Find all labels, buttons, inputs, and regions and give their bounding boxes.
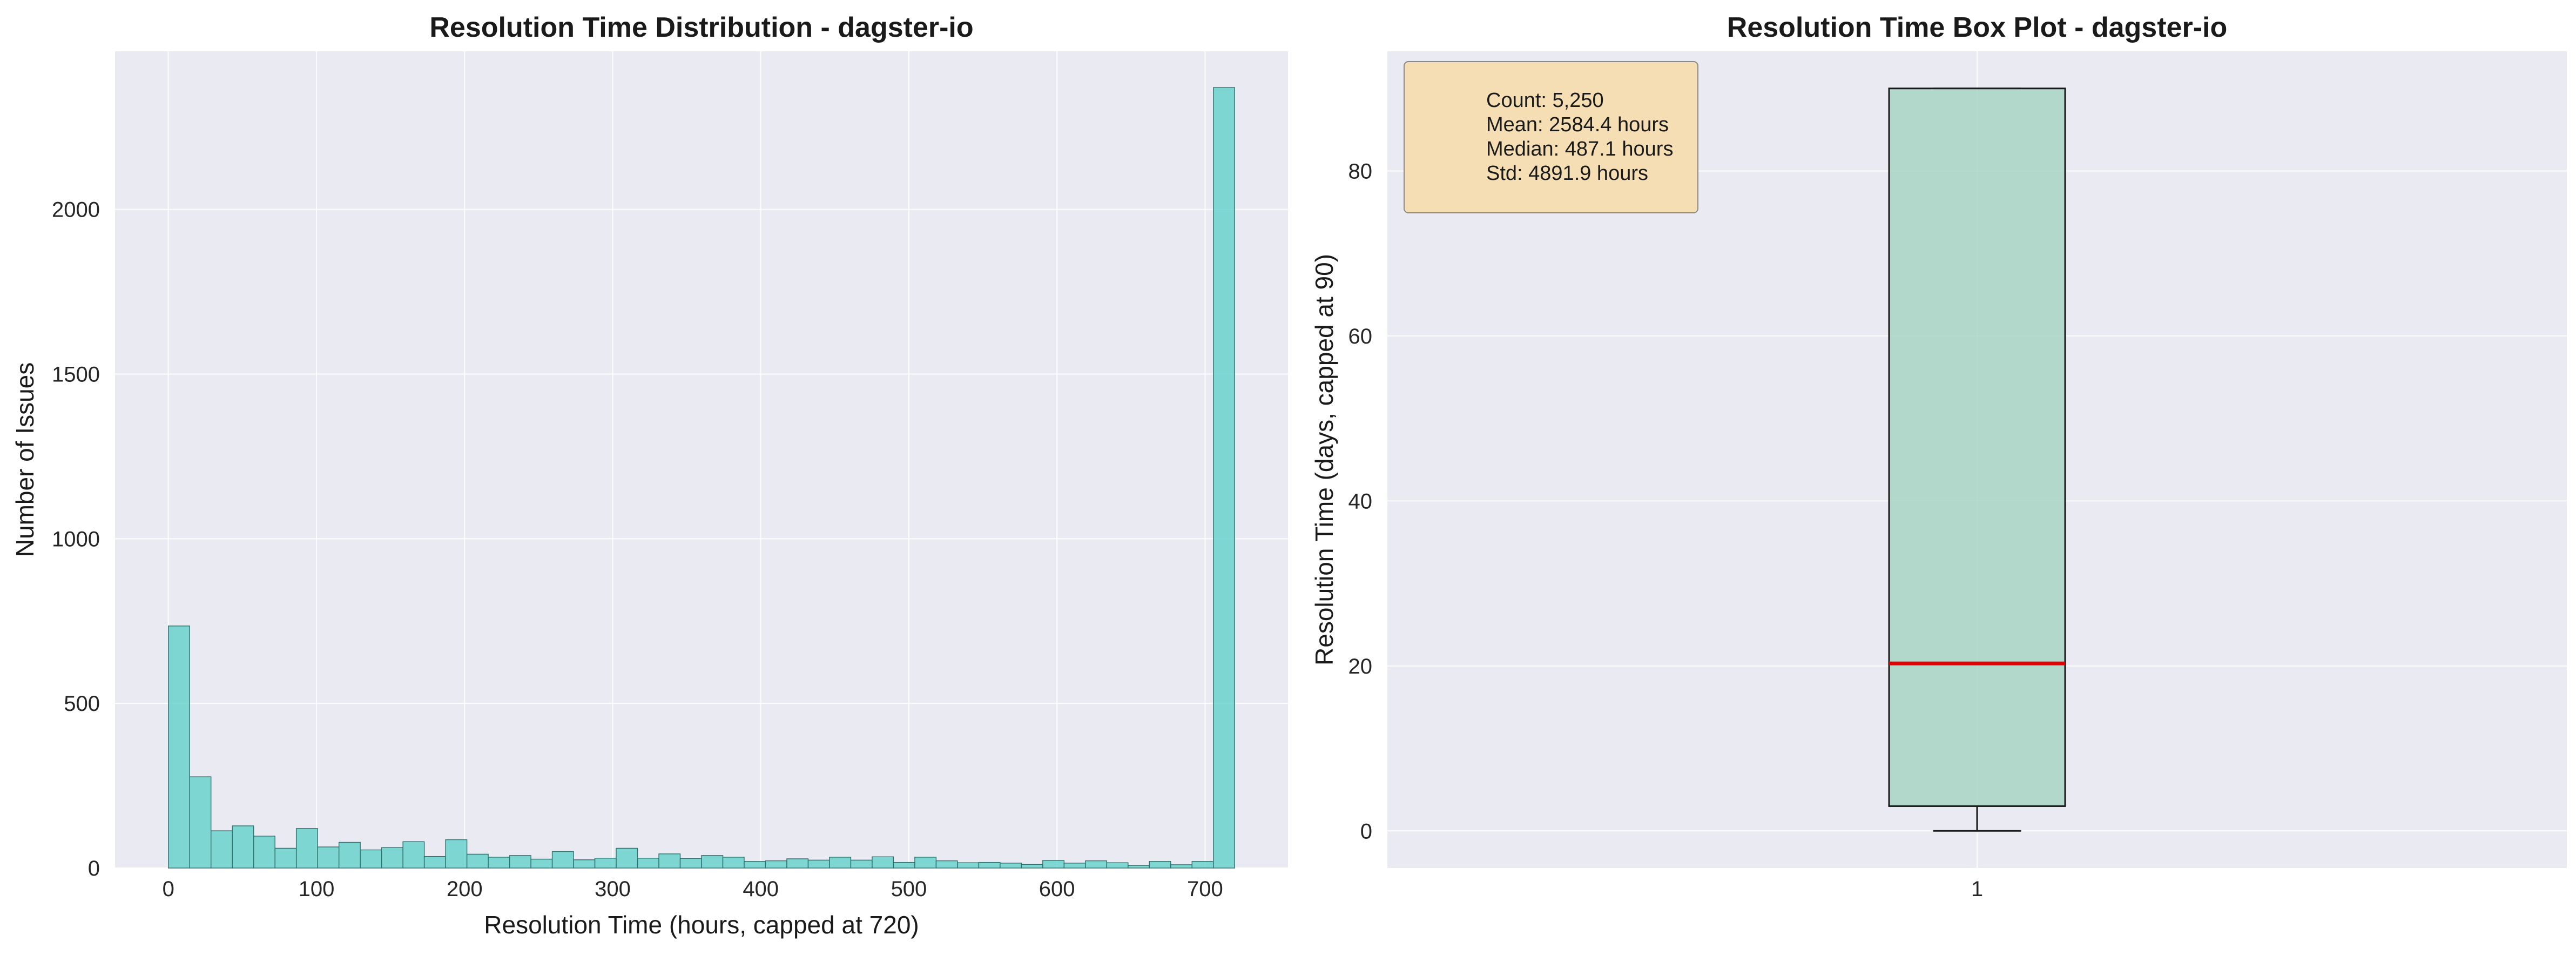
histogram-bar <box>232 825 254 869</box>
histogram-bar <box>872 856 894 869</box>
histogram-x-tick-label: 500 <box>891 877 927 901</box>
histogram-bar <box>701 855 724 869</box>
histogram-bar <box>211 830 233 869</box>
histogram-x-axis-label: Resolution Time (hours, capped at 720) <box>484 911 919 939</box>
boxplot-box <box>1888 88 2066 832</box>
histogram-bar <box>744 861 766 869</box>
histogram-bar <box>765 860 787 869</box>
histogram-x-tick-label: 600 <box>1039 877 1075 901</box>
histogram-bar <box>850 859 873 869</box>
histogram-bar <box>488 857 510 869</box>
boxplot-panel: 0 20 40 60 80 1 Resolution Time Box Plot - d… <box>1310 12 2567 901</box>
histogram-bar <box>914 857 937 869</box>
stats-std: Std: 4891.9 hours <box>1486 162 1648 185</box>
histogram-bar <box>274 848 297 869</box>
boxplot-title: Resolution Time Box Plot - dagster-io <box>1727 12 2227 43</box>
boxplot-x-tick-label: 1 <box>1971 877 1983 901</box>
boxplot-y-tick-label: 0 <box>1360 819 1372 843</box>
histogram-plot-area <box>115 51 1288 868</box>
histogram-bar <box>1191 861 1214 869</box>
histogram-y-tick-label: 0 <box>88 857 100 880</box>
histogram-bar <box>551 851 574 869</box>
histogram-bars <box>168 87 1235 869</box>
stats-box: Count: 5,250 Mean: 2584.4 hours Median: … <box>1404 61 1698 213</box>
histogram-y-tick-label: 1500 <box>52 362 100 386</box>
histogram-bar <box>1170 864 1192 869</box>
histogram-title: Resolution Time Distribution - dagster-i… <box>429 12 973 43</box>
stats-mean: Mean: 2584.4 hours <box>1486 113 1669 136</box>
histogram-bar <box>466 853 489 869</box>
histogram-bar <box>978 862 1001 869</box>
histogram-bar <box>423 856 446 869</box>
histogram-bar <box>253 836 275 869</box>
histogram-bar <box>338 842 361 869</box>
histogram-bar <box>829 857 852 869</box>
boxplot-y-tick-label: 20 <box>1348 655 1373 678</box>
histogram-x-tick-label: 300 <box>595 877 631 901</box>
histogram-bar <box>658 853 681 869</box>
histogram-y-tick-label: 2000 <box>52 198 100 222</box>
histogram-y-ticks: 0 500 1000 1500 2000 <box>52 198 100 880</box>
histogram-y-tick-label: 1000 <box>52 527 100 551</box>
histogram-x-tick-label: 100 <box>299 877 335 901</box>
histogram-bar <box>1149 861 1171 869</box>
stats-count: Count: 5,250 <box>1486 89 1604 112</box>
boxplot-y-axis-label: Resolution Time (days, capped at 90) <box>1310 254 1338 665</box>
boxplot-x-ticks: 1 <box>1971 877 1983 901</box>
histogram-bar <box>168 626 190 869</box>
histogram-bar <box>1213 87 1235 869</box>
histogram-panel: 0 100 200 300 400 500 600 700 0500100015002000 … <box>11 12 1288 939</box>
boxplot-y-tick-label: 60 <box>1348 325 1373 348</box>
boxplot-iqr-box <box>1888 88 2066 807</box>
histogram-bar <box>957 862 980 869</box>
boxplot-y-ticks: 0 20 40 60 80 <box>1348 159 1373 843</box>
stats-median: Median: 487.1 hours <box>1486 138 1673 160</box>
histogram-bar <box>402 841 425 869</box>
histogram-bar <box>1063 863 1086 869</box>
histogram-y-axis-label: Number of Issues <box>11 362 39 557</box>
histogram-bar <box>1106 862 1129 869</box>
histogram-x-tick-label: 700 <box>1187 877 1223 901</box>
boxplot-y-tick-label: 80 <box>1348 159 1373 183</box>
histogram-bar <box>573 859 596 869</box>
histogram-bar <box>722 857 745 869</box>
histogram-bar <box>189 776 212 869</box>
histogram-x-tick-label: 400 <box>743 877 779 901</box>
histogram-bar <box>935 860 958 869</box>
histogram-bar <box>360 849 382 869</box>
stats-box-background <box>1404 61 1698 213</box>
histogram-bar <box>1042 860 1065 869</box>
histogram-bar <box>616 848 638 869</box>
histogram-bar <box>594 858 617 869</box>
histogram-bar <box>381 847 403 869</box>
histogram-bar <box>807 859 830 869</box>
histogram-bar <box>295 828 318 869</box>
histogram-bar <box>893 862 915 869</box>
histogram-x-tick-label: 0 <box>163 877 174 901</box>
histogram-bar <box>445 839 468 869</box>
histogram-bar <box>530 858 553 869</box>
histogram-bar <box>679 858 702 869</box>
histogram-bar <box>1085 860 1108 869</box>
histogram-y-tick-label: 500 <box>64 692 100 716</box>
histogram-bar <box>786 858 809 869</box>
boxplot-y-tick-label: 40 <box>1348 489 1373 513</box>
histogram-bar <box>1000 863 1022 869</box>
histogram-bar <box>509 855 531 869</box>
histogram-x-tick-label: 200 <box>447 877 483 901</box>
histogram-bar <box>1128 865 1150 869</box>
histogram-bar <box>317 846 340 869</box>
histogram-bar <box>1021 864 1043 869</box>
histogram-bar <box>637 858 659 869</box>
histogram-x-ticks: 0 100 200 300 400 500 600 700 <box>163 877 1223 901</box>
